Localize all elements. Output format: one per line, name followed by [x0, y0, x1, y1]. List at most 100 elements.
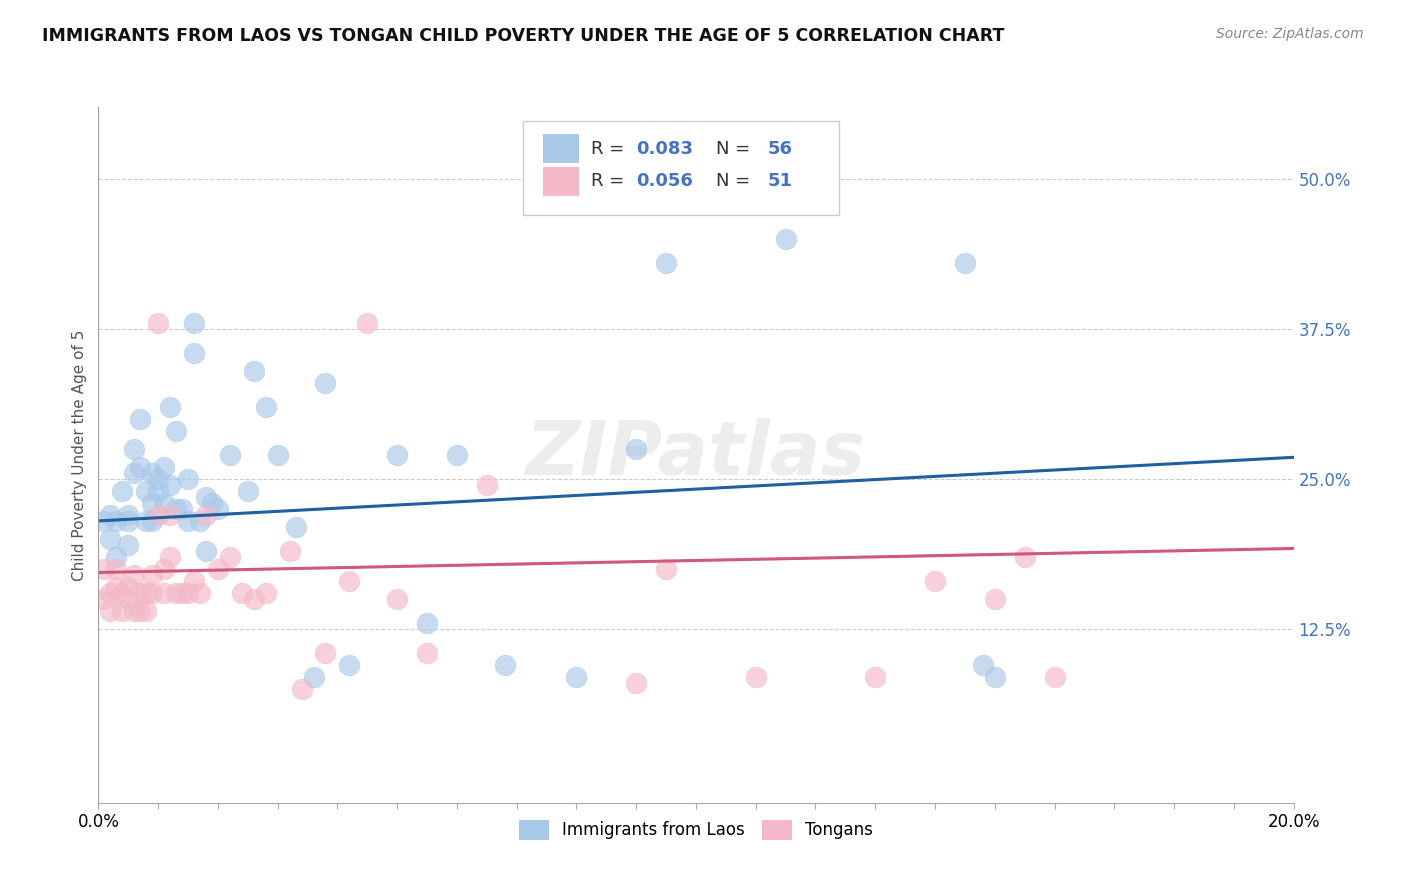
Point: [111, 604, 134, 618]
Legend: Immigrants from Laos, Tongans: Immigrants from Laos, Tongans: [512, 813, 880, 847]
Point: [924, 574, 946, 588]
Point: [172, 586, 194, 600]
Point: [135, 483, 157, 498]
Point: [117, 580, 139, 594]
Point: [135, 514, 157, 528]
Point: [984, 591, 1007, 606]
Point: [141, 466, 163, 480]
Point: [153, 586, 176, 600]
Point: [416, 615, 439, 630]
FancyBboxPatch shape: [543, 167, 579, 196]
Point: [172, 502, 194, 516]
Point: [494, 657, 516, 672]
Point: [475, 478, 498, 492]
Point: [129, 412, 152, 426]
Point: [207, 562, 229, 576]
Point: [745, 670, 768, 684]
Point: [291, 681, 314, 696]
Point: [153, 459, 176, 474]
Point: [626, 442, 648, 456]
Point: [188, 586, 211, 600]
Point: [159, 400, 181, 414]
Text: R =: R =: [591, 172, 630, 191]
Point: [385, 591, 409, 606]
Point: [195, 508, 218, 522]
Point: [117, 591, 139, 606]
Point: [141, 586, 163, 600]
Point: [159, 508, 181, 522]
Point: [105, 549, 128, 564]
Point: [865, 670, 887, 684]
Point: [165, 586, 187, 600]
Point: [1014, 549, 1036, 564]
Point: [177, 514, 200, 528]
Point: [159, 549, 181, 564]
Point: [183, 574, 205, 588]
Point: [1043, 670, 1066, 684]
Y-axis label: Child Poverty Under the Age of 5: Child Poverty Under the Age of 5: [72, 329, 87, 581]
Point: [148, 483, 170, 498]
Point: [135, 604, 157, 618]
Point: [284, 520, 307, 534]
Point: [626, 676, 648, 690]
Point: [98, 586, 122, 600]
Point: [98, 532, 122, 546]
FancyBboxPatch shape: [543, 134, 579, 163]
FancyBboxPatch shape: [523, 121, 839, 215]
Point: [385, 448, 409, 462]
Point: [111, 483, 134, 498]
Point: [207, 502, 229, 516]
Point: [302, 670, 325, 684]
Point: [219, 448, 242, 462]
Point: [972, 657, 994, 672]
Point: [183, 346, 205, 360]
Point: [105, 562, 128, 576]
Point: [117, 508, 139, 522]
Point: [236, 483, 259, 498]
Point: [416, 646, 439, 660]
Point: [105, 580, 128, 594]
Point: [124, 442, 146, 456]
Point: [267, 448, 290, 462]
Text: 0.083: 0.083: [637, 140, 693, 158]
Text: R =: R =: [591, 140, 630, 158]
Point: [984, 670, 1007, 684]
Point: [141, 567, 163, 582]
Point: [159, 478, 181, 492]
Point: [93, 562, 115, 576]
Point: [129, 586, 152, 600]
Point: [953, 256, 976, 270]
Point: [98, 508, 122, 522]
Point: [201, 496, 224, 510]
Point: [195, 544, 218, 558]
Text: 0.056: 0.056: [637, 172, 693, 191]
Text: 51: 51: [768, 172, 793, 191]
Point: [278, 544, 301, 558]
Point: [243, 591, 266, 606]
Point: [93, 591, 115, 606]
Point: [356, 316, 378, 330]
Point: [105, 514, 128, 528]
Point: [135, 586, 157, 600]
Point: [339, 574, 361, 588]
Point: [243, 364, 266, 378]
Point: [148, 508, 170, 522]
Point: [219, 549, 242, 564]
Point: [129, 604, 152, 618]
Point: [183, 316, 205, 330]
Text: ZIPatlas: ZIPatlas: [526, 418, 866, 491]
Point: [188, 514, 211, 528]
Point: [141, 496, 163, 510]
Point: [177, 472, 200, 486]
Point: [195, 490, 218, 504]
Point: [446, 448, 468, 462]
Point: [129, 459, 152, 474]
Point: [655, 256, 678, 270]
Point: [165, 502, 187, 516]
Point: [153, 562, 176, 576]
Text: Source: ZipAtlas.com: Source: ZipAtlas.com: [1216, 27, 1364, 41]
Point: [153, 496, 176, 510]
Point: [117, 538, 139, 552]
Point: [93, 514, 115, 528]
Point: [98, 604, 122, 618]
